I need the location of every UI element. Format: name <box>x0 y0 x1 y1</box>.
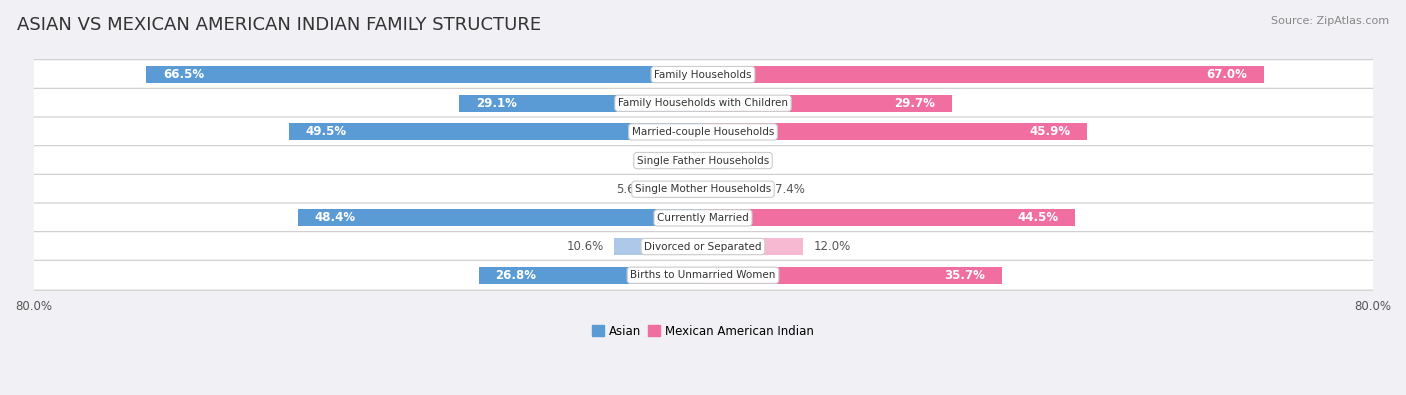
Text: ASIAN VS MEXICAN AMERICAN INDIAN FAMILY STRUCTURE: ASIAN VS MEXICAN AMERICAN INDIAN FAMILY … <box>17 16 541 34</box>
Legend: Asian, Mexican American Indian: Asian, Mexican American Indian <box>588 320 818 342</box>
Bar <box>288 123 703 141</box>
Bar <box>703 123 1087 141</box>
Text: 7.4%: 7.4% <box>775 183 804 196</box>
Text: 45.9%: 45.9% <box>1029 125 1070 138</box>
Bar <box>298 209 703 226</box>
Text: 29.1%: 29.1% <box>477 97 517 110</box>
Text: 49.5%: 49.5% <box>305 125 347 138</box>
FancyBboxPatch shape <box>30 60 1376 90</box>
Text: Single Mother Households: Single Mother Households <box>636 184 770 194</box>
Bar <box>460 95 703 112</box>
Bar <box>686 152 703 169</box>
Bar <box>703 209 1076 226</box>
Bar <box>478 267 703 284</box>
Bar <box>703 181 765 198</box>
FancyBboxPatch shape <box>30 117 1376 147</box>
Text: Family Households: Family Households <box>654 70 752 79</box>
FancyBboxPatch shape <box>30 231 1376 261</box>
Text: 67.0%: 67.0% <box>1206 68 1247 81</box>
Text: 2.1%: 2.1% <box>645 154 675 167</box>
Text: 2.8%: 2.8% <box>737 154 766 167</box>
Text: 12.0%: 12.0% <box>814 240 851 253</box>
Text: Divorced or Separated: Divorced or Separated <box>644 242 762 252</box>
Text: Currently Married: Currently Married <box>657 213 749 223</box>
FancyBboxPatch shape <box>30 260 1376 290</box>
FancyBboxPatch shape <box>30 146 1376 175</box>
Text: Married-couple Households: Married-couple Households <box>631 127 775 137</box>
Bar <box>703 66 1264 83</box>
Bar <box>614 238 703 255</box>
Bar <box>146 66 703 83</box>
Text: 29.7%: 29.7% <box>894 97 935 110</box>
Text: 48.4%: 48.4% <box>315 211 356 224</box>
Text: 10.6%: 10.6% <box>567 240 605 253</box>
Text: 5.6%: 5.6% <box>616 183 647 196</box>
Text: 44.5%: 44.5% <box>1018 211 1059 224</box>
Text: 35.7%: 35.7% <box>945 269 986 282</box>
Bar <box>703 152 727 169</box>
Text: Births to Unmarried Women: Births to Unmarried Women <box>630 270 776 280</box>
Bar <box>703 267 1001 284</box>
Bar <box>703 238 803 255</box>
Bar <box>703 95 952 112</box>
FancyBboxPatch shape <box>30 203 1376 233</box>
FancyBboxPatch shape <box>30 88 1376 118</box>
Text: Source: ZipAtlas.com: Source: ZipAtlas.com <box>1271 16 1389 26</box>
Text: 66.5%: 66.5% <box>163 68 204 81</box>
FancyBboxPatch shape <box>30 174 1376 204</box>
Text: Single Father Households: Single Father Households <box>637 156 769 166</box>
Text: 26.8%: 26.8% <box>495 269 537 282</box>
Bar <box>657 181 703 198</box>
Text: Family Households with Children: Family Households with Children <box>619 98 787 108</box>
